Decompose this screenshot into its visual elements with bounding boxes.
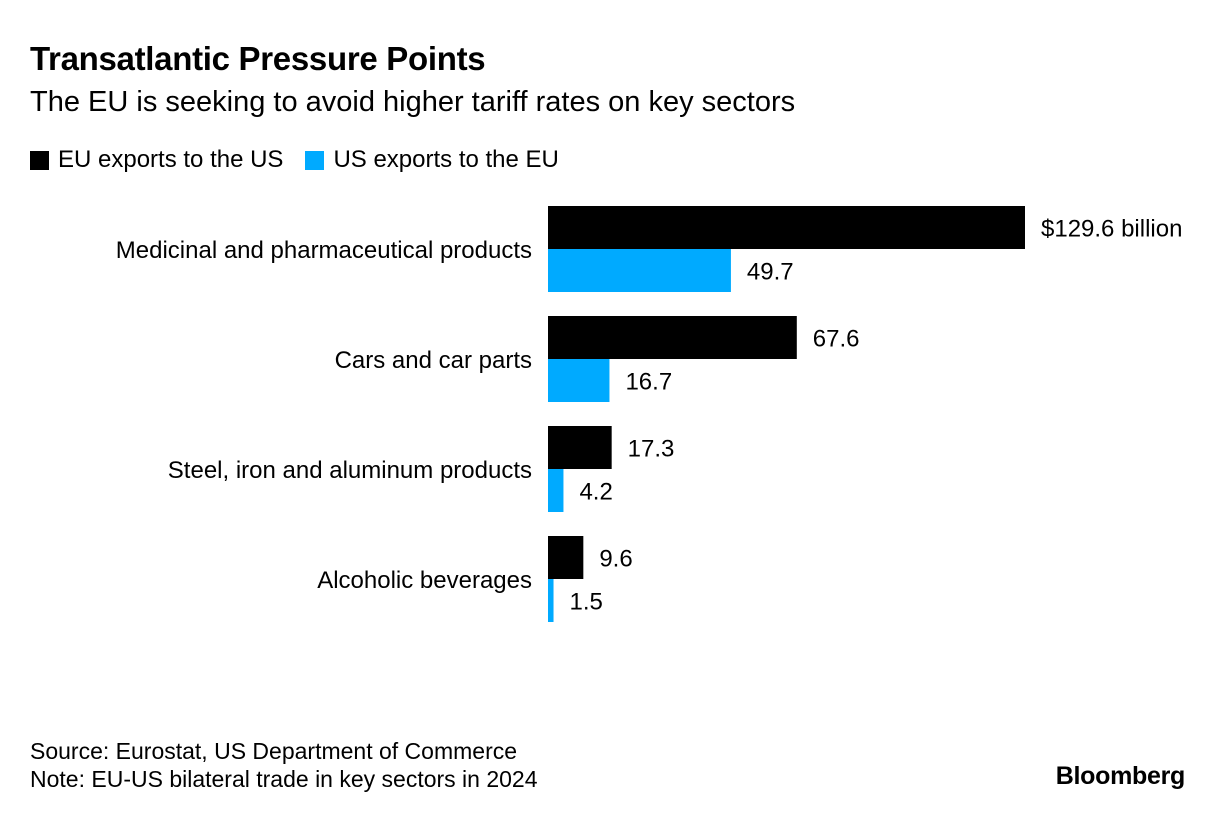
bloomberg-logo: Bloomberg xyxy=(1055,762,1186,790)
data-label-us-exports-to-the-eu-cars-and-car-parts: 16.7 xyxy=(625,369,672,396)
bar-eu-exports-to-the-us-alcoholic-beverages xyxy=(548,536,584,579)
data-label-eu-exports-to-the-us-medicinal-and-pharmaceutical-products: $129.6 billion xyxy=(1041,216,1182,243)
chart-subtitle: The EU is seeking to avoid higher tariff… xyxy=(30,86,796,118)
bar-us-exports-to-the-eu-medicinal-and-pharmaceutical-products xyxy=(548,249,731,292)
legend-swatch-eu-exports xyxy=(30,150,49,170)
bar-eu-exports-to-the-us-steel-iron-and-aluminum-products xyxy=(548,426,612,469)
bar-eu-exports-to-the-us-medicinal-and-pharmaceutical-products xyxy=(548,206,1025,249)
source-note: Source: Eurostat, US Department of Comme… xyxy=(30,738,518,764)
legend-item-eu-exports: EU exports to the US xyxy=(30,146,283,174)
bar-chart: Medicinal and pharmaceutical products $12… xyxy=(116,206,1182,622)
chart-title: Transatlantic Pressure Points xyxy=(30,40,486,77)
data-label-eu-exports-to-the-us-cars-and-car-parts: 67.6 xyxy=(813,326,860,353)
category-label-alcoholic-beverages: Alcoholic beverages xyxy=(317,567,532,594)
category-label-steel-iron-and-aluminum-products: Steel, iron and aluminum products xyxy=(168,457,532,484)
bar-us-exports-to-the-eu-steel-iron-and-aluminum-products xyxy=(548,469,564,512)
bar-us-exports-to-the-eu-cars-and-car-parts xyxy=(548,359,610,402)
category-label-cars-and-car-parts: Cars and car parts xyxy=(335,347,532,374)
data-label-us-exports-to-the-eu-medicinal-and-pharmaceutical-products: 49.7 xyxy=(747,259,794,286)
category-label-medicinal-and-pharmaceutical-products: Medicinal and pharmaceutical products xyxy=(116,237,532,264)
bar-eu-exports-to-the-us-cars-and-car-parts xyxy=(548,316,797,359)
data-label-eu-exports-to-the-us-steel-iron-and-aluminum-products: 17.3 xyxy=(628,436,675,463)
legend-label-eu-exports: EU exports to the US xyxy=(58,146,284,173)
footnote: Note: EU-US bilateral trade in key secto… xyxy=(30,766,538,792)
legend: EU exports to the US US exports to the E… xyxy=(30,146,581,174)
data-label-eu-exports-to-the-us-alcoholic-beverages: 9.6 xyxy=(599,546,632,573)
data-label-us-exports-to-the-eu-alcoholic-beverages: 1.5 xyxy=(570,589,603,616)
legend-swatch-us-exports xyxy=(305,150,325,170)
bar-us-exports-to-the-eu-alcoholic-beverages xyxy=(548,579,554,622)
legend-item-us-exports: US exports to the EU xyxy=(305,146,559,174)
legend-label-us-exports: US exports to the EU xyxy=(333,146,559,173)
data-label-us-exports-to-the-eu-steel-iron-and-aluminum-products: 4.2 xyxy=(579,479,612,506)
